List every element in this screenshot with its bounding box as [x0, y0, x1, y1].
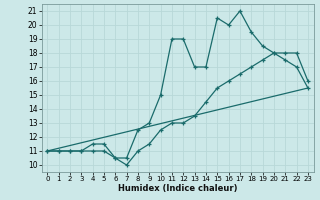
X-axis label: Humidex (Indice chaleur): Humidex (Indice chaleur): [118, 184, 237, 193]
